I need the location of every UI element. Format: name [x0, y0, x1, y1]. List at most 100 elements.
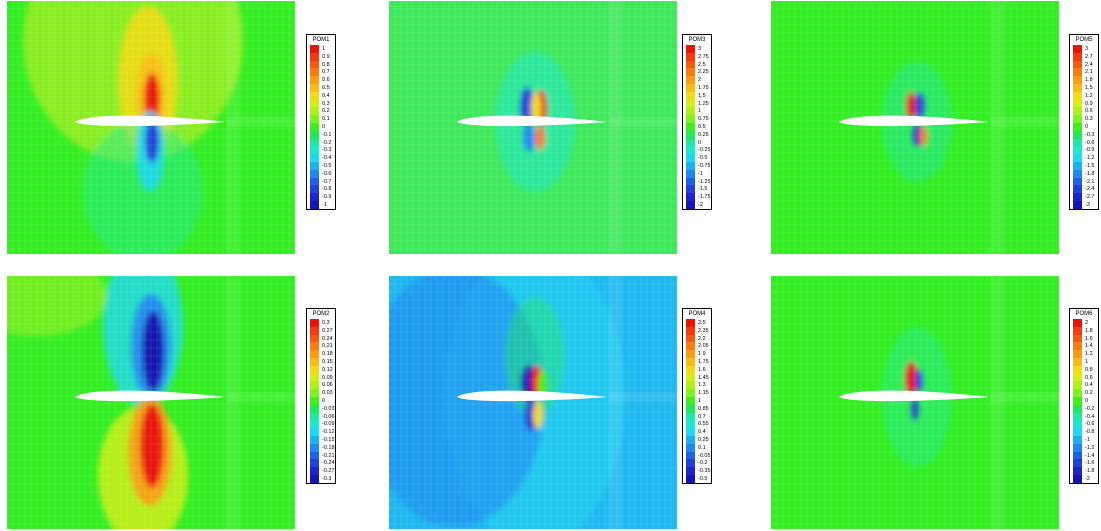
- legend-swatch: [1073, 146, 1082, 155]
- legend-level-label: -0.8: [1085, 429, 1095, 436]
- legend-level-label: -0.6: [1085, 139, 1095, 146]
- wake-mesh: [990, 276, 1059, 529]
- legend-swatch: [1073, 138, 1082, 147]
- legend-level-label: 0.12: [322, 366, 333, 373]
- legend-swatch: [310, 177, 319, 186]
- pom6-contour-panel: [771, 276, 1059, 529]
- pom4-legend: POM4 2.5 2.35 2.2 2.05 1.9 1.75 1.6 1.45 1.3 1.15 1…: [682, 308, 712, 484]
- legend-swatch: [686, 451, 695, 460]
- legend-level-label: -1: [1085, 437, 1090, 443]
- legend-swatch: [310, 193, 319, 202]
- legend-level-label: -0.03: [322, 405, 335, 412]
- legend-swatch: [1073, 76, 1082, 85]
- legend-level-label: -0.2: [698, 460, 708, 467]
- legend-swatch: [310, 123, 319, 131]
- legend-swatch: [1073, 350, 1082, 359]
- legend-swatch: [310, 358, 319, 366]
- legend-level-label: 0.8: [1085, 366, 1093, 373]
- mesh-grid: [7, 1, 295, 254]
- legend-swatch: [686, 123, 695, 131]
- legend-swatch: [1073, 342, 1082, 351]
- legend-swatch: [686, 459, 695, 468]
- contour-region: [906, 92, 916, 120]
- legend-swatch: [310, 420, 319, 429]
- legend-swatch: [310, 138, 319, 147]
- mesh-grid: [389, 276, 677, 529]
- legend-level-label: 0.75: [698, 116, 709, 123]
- legend-level-label: -0.35: [698, 468, 711, 475]
- legend-level-label: 3: [1085, 46, 1089, 52]
- legend-level-label: -1.25: [698, 178, 711, 185]
- legend-swatch: [1073, 130, 1082, 139]
- legend-level-label: -0.18: [322, 444, 335, 451]
- legend-level-label: 0.7: [698, 413, 706, 420]
- legend-swatch: [686, 428, 695, 437]
- legend-swatch: [1073, 123, 1082, 131]
- legend-level-label: 1.9: [698, 351, 706, 358]
- legend-swatch: [1073, 84, 1082, 92]
- legend-level-label: 0.2: [1085, 390, 1093, 397]
- legend-swatch: [1073, 169, 1082, 178]
- legend-swatch: [310, 60, 319, 69]
- legend-level-label: 1.75: [698, 359, 709, 365]
- legend-level-label: -1.4: [1085, 452, 1095, 459]
- legend-level-label: 0: [1085, 124, 1089, 130]
- wake-mesh: [226, 276, 295, 529]
- legend-swatch: [1073, 185, 1082, 194]
- legend-level-label: 2.2: [698, 335, 706, 342]
- legend-swatch: [1073, 154, 1082, 163]
- legend-level-label: 1: [698, 398, 702, 404]
- mesh-grid: [389, 1, 677, 254]
- legend-level-label: 1: [698, 108, 702, 115]
- legend-swatch: [686, 319, 695, 327]
- legend-level-label: 1.6: [698, 366, 706, 373]
- legend-level-label: -0.5: [698, 476, 708, 482]
- wake-mesh: [608, 1, 677, 254]
- legend-level-label: 0.1: [698, 444, 706, 451]
- legend-swatch: [1073, 475, 1082, 483]
- legend-level-label: 2: [1085, 320, 1089, 326]
- legend-level-label: 1.75: [698, 85, 709, 91]
- legend-level-label: -0.5: [698, 155, 708, 162]
- legend-level-label: -0.25: [698, 147, 711, 154]
- legend-swatch: [1073, 68, 1082, 77]
- legend-swatch: [310, 115, 319, 124]
- legend-level-label: 0.8: [322, 61, 330, 68]
- wake-mesh: [226, 1, 295, 254]
- legend-swatch: [686, 467, 695, 476]
- contour-region: [911, 397, 919, 421]
- legend-level-label: 0.6: [1085, 108, 1093, 115]
- legend-swatch: [310, 107, 319, 116]
- legend-level-label: -0.05: [698, 452, 711, 459]
- wake-mesh: [608, 276, 677, 529]
- legend-level-label: 2: [698, 77, 702, 84]
- contour-blobs: [389, 276, 625, 529]
- pom1-contour-panel: [7, 1, 295, 254]
- pom2-legend: POM2 0.3 0.27 0.24 0.21 0.18 0.15 0.12 0.09 0.06 0…: [306, 308, 336, 484]
- legend-title: POM6: [1075, 311, 1093, 317]
- legend-level-label: 1.8: [1085, 77, 1093, 84]
- legend-swatch: [1073, 201, 1082, 209]
- legend-swatch: [1073, 45, 1082, 53]
- legend-swatch: [310, 443, 319, 452]
- contour-region: [919, 126, 927, 146]
- mesh-grid: [7, 276, 295, 529]
- contour-region: [905, 361, 917, 397]
- legend-swatch: [310, 475, 319, 483]
- pom3-legend: POM3 3 2.75 2.5 2.25 2 1.75 1.5 1.25 1 0.75 0.5 0.25…: [682, 34, 712, 210]
- legend-level-label: 1.4: [1085, 343, 1093, 350]
- legend-level-label: 1.8: [1085, 327, 1093, 334]
- legend-level-label: -0.7: [322, 178, 332, 185]
- legend-level-label: -0.21: [322, 452, 335, 459]
- wake-mesh: [990, 1, 1059, 254]
- legend-level-label: 0.4: [698, 429, 706, 436]
- legend-level-label: 1.2: [1085, 351, 1093, 358]
- legend-swatch: [1073, 99, 1082, 108]
- legend-level-label: 2.35: [698, 327, 709, 334]
- legend-swatch: [686, 412, 695, 421]
- legend-swatch: [310, 319, 319, 327]
- legend-swatch: [310, 201, 319, 209]
- pom6-legend: POM6 2 1.8 1.6 1.4 1.2 1 0.8 0.6 0.4 0.2 0 -0.2 -0.4-…: [1069, 308, 1099, 484]
- airfoil-shape: [457, 390, 607, 402]
- contour-region: [7, 276, 107, 336]
